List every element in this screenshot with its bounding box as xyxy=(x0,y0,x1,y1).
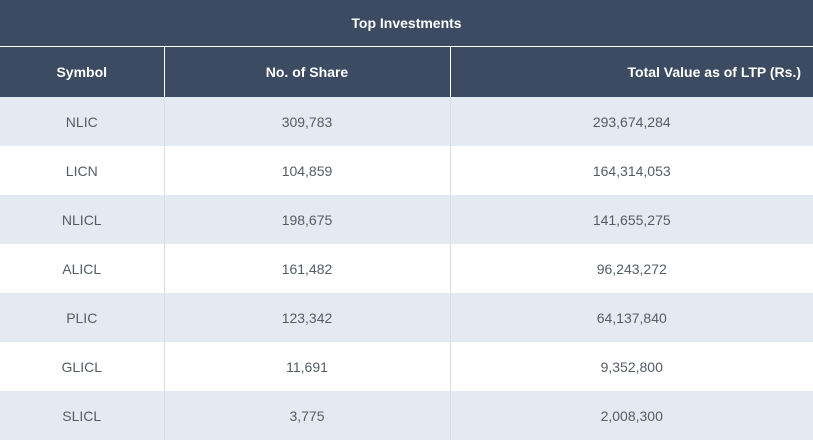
table-row: NLICL 198,675 141,655,275 xyxy=(0,195,813,244)
symbol-cell: ALICL xyxy=(0,244,165,293)
investments-table: Symbol No. of Share Total Value as of LT… xyxy=(0,47,813,440)
shares-cell: 309,783 xyxy=(164,97,451,146)
table-title: Top Investments xyxy=(0,0,813,47)
symbol-cell: NLIC xyxy=(0,97,165,146)
value-cell: 164,314,053 xyxy=(450,146,813,195)
shares-cell: 104,859 xyxy=(164,146,451,195)
symbol-cell: SLICL xyxy=(0,391,165,440)
shares-cell: 198,675 xyxy=(164,195,451,244)
table-row: PLIC 123,342 64,137,840 xyxy=(0,293,813,342)
symbol-cell: PLIC xyxy=(0,293,165,342)
table-row: SLICL 3,775 2,008,300 xyxy=(0,391,813,440)
symbol-cell: GLICL xyxy=(0,342,165,391)
value-cell: 96,243,272 xyxy=(450,244,813,293)
table-row: NLIC 309,783 293,674,284 xyxy=(0,97,813,146)
header-row: Symbol No. of Share Total Value as of LT… xyxy=(0,47,813,97)
symbol-cell: LICN xyxy=(0,146,165,195)
value-cell: 2,008,300 xyxy=(450,391,813,440)
value-cell: 64,137,840 xyxy=(450,293,813,342)
value-cell: 9,352,800 xyxy=(450,342,813,391)
shares-cell: 3,775 xyxy=(164,391,451,440)
shares-cell: 161,482 xyxy=(164,244,451,293)
value-cell: 293,674,284 xyxy=(450,97,813,146)
table-row: ALICL 161,482 96,243,272 xyxy=(0,244,813,293)
symbol-cell: NLICL xyxy=(0,195,165,244)
column-header-shares: No. of Share xyxy=(164,47,451,97)
table-row: LICN 104,859 164,314,053 xyxy=(0,146,813,195)
column-header-symbol: Symbol xyxy=(0,47,165,97)
shares-cell: 123,342 xyxy=(164,293,451,342)
shares-cell: 11,691 xyxy=(164,342,451,391)
column-header-total-value: Total Value as of LTP (Rs.) xyxy=(450,47,813,97)
table-row: GLICL 11,691 9,352,800 xyxy=(0,342,813,391)
value-cell: 141,655,275 xyxy=(450,195,813,244)
